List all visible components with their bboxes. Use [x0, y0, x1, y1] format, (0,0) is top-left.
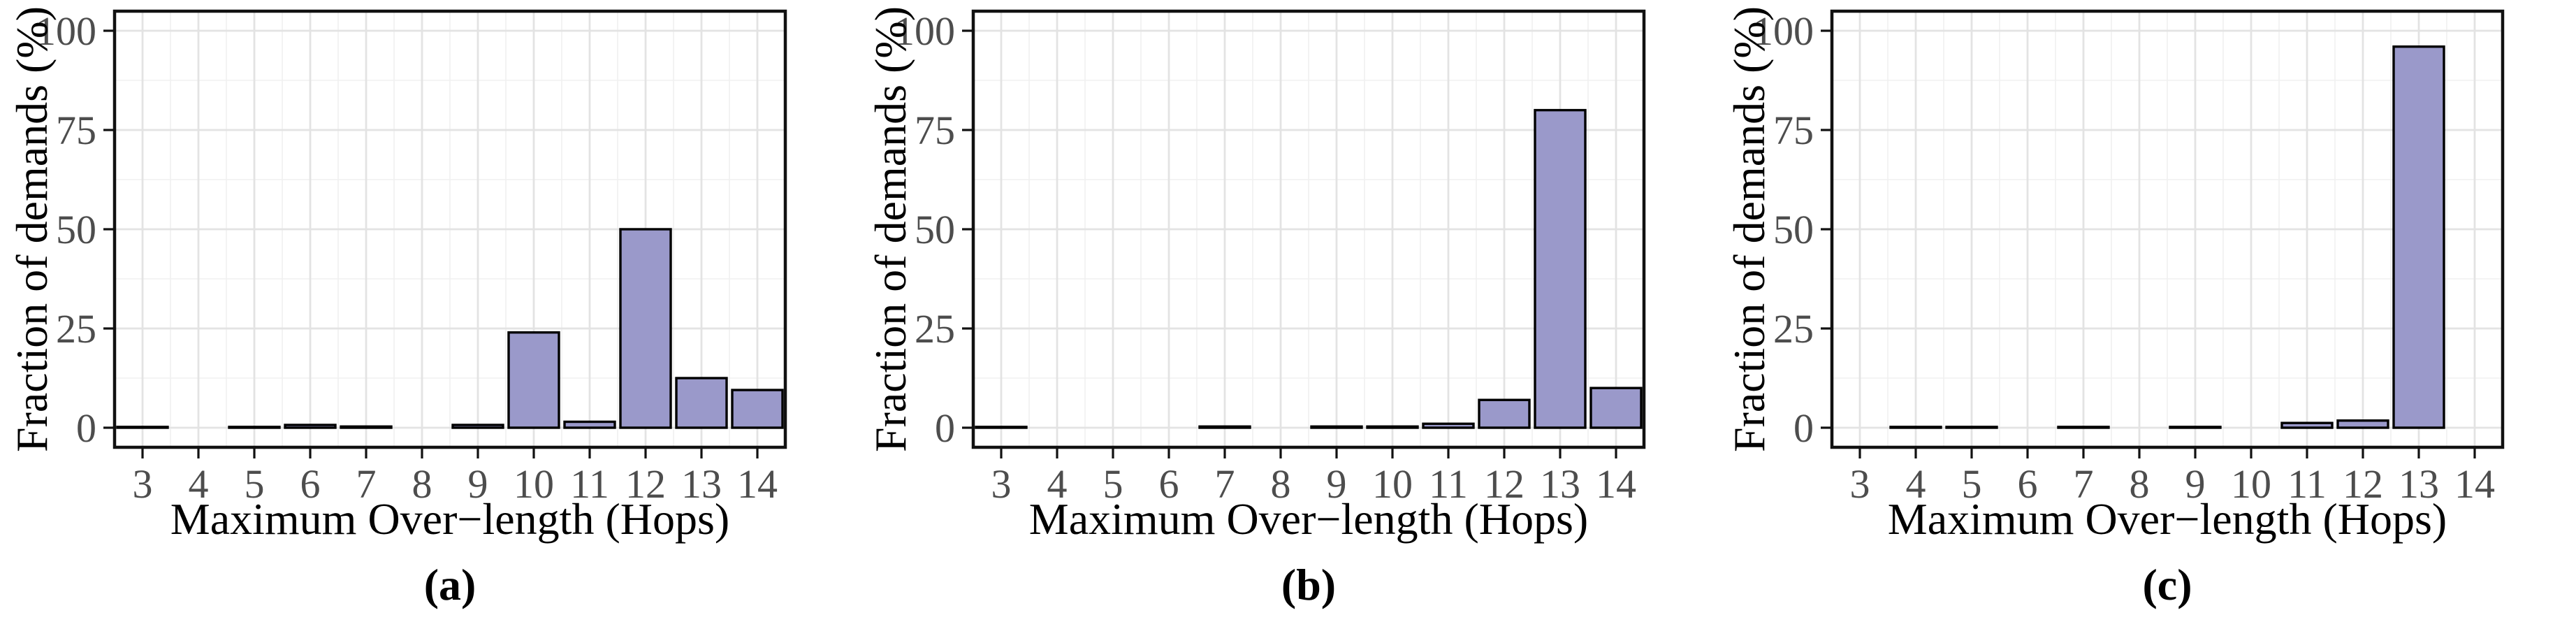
x-tick-label: 8 [2130, 461, 2150, 507]
y-tick-label: 0 [1793, 405, 1814, 451]
y-tick-label: 100 [36, 8, 96, 54]
y-tick-label: 0 [76, 405, 96, 451]
x-tick-label: 11 [1429, 461, 1468, 507]
bar-10 [507, 331, 560, 429]
subplot-b: 0 25 50 75 100 3 4 5 6 7 8 9 10 11 12 13 14 Fraction of … [859, 0, 1717, 629]
subplot-caption-b: (b) [1281, 560, 1337, 609]
y-tick-label: 25 [56, 306, 96, 352]
y-tick-label: 25 [1773, 306, 1814, 352]
bar-10 [1366, 425, 1419, 429]
x-tick-label: 12 [2343, 461, 2383, 507]
x-tick-label: 11 [570, 461, 609, 507]
y-tick-label: 100 [894, 8, 955, 54]
bar-11 [563, 420, 616, 429]
x-tick-label: 4 [189, 461, 209, 507]
bar-3 [975, 426, 1028, 429]
x-tick-label: 3 [1850, 461, 1870, 507]
bar-12 [619, 228, 672, 429]
y-tick-label: 75 [56, 108, 96, 153]
x-tick-label: 10 [2231, 461, 2271, 507]
x-tick-label: 3 [991, 461, 1012, 507]
subplot-a: 0 25 50 75 100 3 4 5 6 7 8 9 10 11 12 13 14 Fraction of … [0, 0, 859, 629]
x-tick-label: 14 [737, 461, 778, 507]
subplot-c: 0 25 50 75 100 3 4 5 6 7 8 9 10 11 12 13 14 Fraction of … [1717, 0, 2576, 629]
y-tick-label: 100 [1753, 8, 1814, 54]
y-axis-title: Fraction of demands (%) [1724, 6, 1774, 453]
bar-12 [2336, 419, 2389, 429]
x-tick-label: 7 [356, 461, 377, 507]
x-tick-label: 13 [2399, 461, 2439, 507]
x-tick-label: 9 [1327, 461, 1347, 507]
y-axis-title: Fraction of demands (%) [866, 6, 915, 453]
x-tick-label: 13 [681, 461, 722, 507]
subplot-caption-c: (c) [2142, 560, 2192, 609]
x-tick-label: 5 [1103, 461, 1123, 507]
bar-11 [1422, 422, 1475, 429]
bar-11 [2280, 421, 2334, 429]
x-tick-label: 9 [468, 461, 488, 507]
bar-13 [1534, 108, 1587, 429]
bar-3 [116, 426, 169, 429]
bar-chart-canvas-c: 0 25 50 75 100 3 4 5 6 7 8 9 10 11 12 13 14 [1753, 8, 2505, 507]
x-tick-label: 9 [2185, 461, 2206, 507]
x-tick-label: 3 [133, 461, 153, 507]
x-tick-label: 14 [1596, 461, 1636, 507]
x-axis-title: Maximum Over−length (Hops) [1028, 494, 1589, 544]
bar-9 [2169, 426, 2222, 429]
x-tick-label: 13 [1540, 461, 1580, 507]
y-tick-label: 0 [935, 405, 955, 451]
bar-13 [2392, 45, 2445, 429]
y-tick-label: 50 [915, 207, 955, 252]
y-tick-label: 75 [1773, 108, 1814, 153]
x-tick-label: 8 [412, 461, 432, 507]
x-axis-title: Maximum Over−length (Hops) [170, 494, 730, 544]
bar-12 [1478, 398, 1531, 429]
y-axis-title: Fraction of demands (%) [7, 6, 57, 453]
x-tick-label: 5 [245, 461, 265, 507]
bar-14 [1589, 386, 1643, 429]
x-tick-label: 10 [514, 461, 554, 507]
y-tick-label: 25 [915, 306, 955, 352]
bar-9 [451, 424, 504, 429]
bar-13 [675, 377, 728, 429]
x-tick-label: 4 [1906, 461, 1926, 507]
x-tick-label: 7 [2074, 461, 2094, 507]
x-tick-label: 6 [1159, 461, 1179, 507]
bar-7 [1198, 425, 1251, 429]
x-tick-label: 6 [2018, 461, 2038, 507]
y-tick-label: 50 [56, 207, 96, 252]
x-tick-label: 7 [1215, 461, 1235, 507]
bar-7 [340, 425, 393, 429]
x-tick-label: 6 [300, 461, 321, 507]
bar-7 [2057, 426, 2110, 429]
y-tick-label: 50 [1773, 207, 1814, 252]
bar-6 [284, 424, 337, 429]
bar-chart-canvas-b: 0 25 50 75 100 3 4 5 6 7 8 9 10 11 12 13 14 [894, 8, 1646, 507]
x-tick-label: 14 [2454, 461, 2495, 507]
bar-4 [1889, 426, 1942, 429]
y-tick-label: 75 [915, 108, 955, 153]
x-tick-label: 10 [1372, 461, 1413, 507]
bar-9 [1310, 425, 1363, 429]
subplot-caption-a: (a) [423, 560, 476, 609]
bar-14 [731, 389, 784, 429]
x-tick-label: 4 [1047, 461, 1068, 507]
bar-5 [228, 426, 281, 429]
bar-5 [1945, 426, 1998, 429]
x-tick-label: 12 [1484, 461, 1525, 507]
x-tick-label: 8 [1271, 461, 1291, 507]
bar-chart-canvas-a: 0 25 50 75 100 3 4 5 6 7 8 9 10 11 12 13 14 [36, 8, 787, 507]
x-tick-label: 11 [2287, 461, 2327, 507]
x-tick-label: 5 [1962, 461, 1982, 507]
x-tick-label: 12 [625, 461, 666, 507]
x-axis-title: Maximum Over−length (Hops) [1887, 494, 2447, 544]
